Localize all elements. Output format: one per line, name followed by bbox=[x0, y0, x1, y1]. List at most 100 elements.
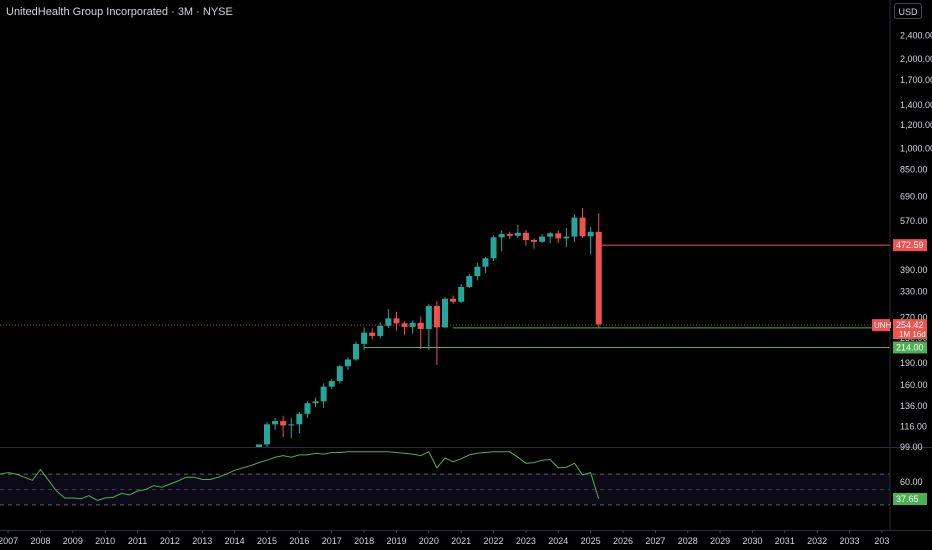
oscillator-tick-label: 60.00 bbox=[900, 477, 923, 487]
candle-body bbox=[547, 233, 554, 237]
candle-body bbox=[328, 381, 335, 387]
time-tick-label: 2029 bbox=[710, 536, 730, 546]
candle-body bbox=[442, 298, 448, 328]
oscillator-line bbox=[0, 451, 600, 501]
candle bbox=[563, 227, 570, 248]
candle-body bbox=[458, 286, 465, 302]
candle-body bbox=[264, 424, 270, 445]
time-tick-label: 2009 bbox=[63, 536, 83, 546]
candle-body bbox=[474, 266, 481, 277]
candle-body bbox=[312, 401, 319, 404]
time-tick-label: 2015 bbox=[257, 536, 277, 546]
candle-body bbox=[385, 318, 392, 326]
time-tick-label: 2017 bbox=[322, 536, 342, 546]
time-tick-label: 2013 bbox=[192, 536, 212, 546]
time-tick-label: 2020 bbox=[419, 536, 439, 546]
candle-body bbox=[401, 323, 408, 327]
candle bbox=[458, 283, 465, 303]
time-tick-label: 2012 bbox=[160, 536, 180, 546]
candle-body bbox=[425, 306, 432, 329]
candle-body bbox=[563, 236, 570, 239]
candle bbox=[401, 321, 408, 336]
time-tick-label: 2010 bbox=[95, 536, 115, 546]
candle-body bbox=[320, 386, 327, 402]
candle-body bbox=[482, 258, 489, 267]
symbol-tag-bg bbox=[872, 319, 890, 332]
price-tick-label: 160.00 bbox=[900, 380, 928, 390]
oscillator-value-badge: 37.65 bbox=[893, 493, 927, 506]
candle-body bbox=[506, 234, 513, 236]
price-tick-label: 690.00 bbox=[900, 191, 928, 201]
price-tick-label: 570.00 bbox=[900, 216, 928, 226]
time-tick-label: 2022 bbox=[484, 536, 504, 546]
candle-body bbox=[417, 322, 424, 329]
level-label-bg bbox=[893, 239, 927, 252]
time-tick-label: 203 bbox=[874, 536, 889, 546]
candle-body bbox=[514, 232, 521, 236]
price-pane bbox=[255, 208, 602, 447]
candle-body bbox=[490, 237, 497, 259]
price-tick-label: 1,700.00 bbox=[900, 75, 932, 85]
level-label: 214.00 bbox=[893, 341, 927, 354]
candle bbox=[304, 401, 311, 418]
candle bbox=[288, 417, 295, 439]
candle bbox=[482, 257, 489, 273]
candle bbox=[296, 411, 303, 434]
candle-body bbox=[531, 239, 537, 242]
price-tick-label: 190.00 bbox=[900, 358, 928, 368]
candle bbox=[498, 230, 505, 252]
price-tick-label: 330.00 bbox=[900, 287, 928, 297]
time-tick-label: 2027 bbox=[645, 536, 665, 546]
candle-body bbox=[409, 322, 416, 327]
price-tick-label: 850.00 bbox=[900, 164, 928, 174]
candle-body bbox=[280, 421, 287, 426]
candle bbox=[328, 378, 335, 390]
currency-button[interactable]: USD bbox=[894, 3, 922, 19]
time-tick-label: 2025 bbox=[581, 536, 601, 546]
time-tick-label: 2030 bbox=[742, 536, 762, 546]
oscillator-value-bg bbox=[893, 493, 927, 506]
candle-body bbox=[450, 298, 457, 302]
time-tick-label: 2026 bbox=[613, 536, 633, 546]
time-tick-label: 2024 bbox=[548, 536, 568, 546]
candle-body bbox=[304, 403, 311, 414]
candle-body bbox=[369, 332, 376, 336]
candle-body bbox=[579, 217, 586, 237]
price-tick-label: 1,000.00 bbox=[900, 143, 932, 153]
time-tick-label: 2011 bbox=[128, 536, 147, 546]
price-tick-label: 116.00 bbox=[900, 422, 927, 432]
candle bbox=[385, 309, 392, 328]
level-label: 472.59 bbox=[893, 239, 927, 252]
chart-title: UnitedHealth Group Incorporated · 3M · N… bbox=[6, 6, 233, 18]
candle bbox=[539, 234, 546, 243]
candle-body bbox=[353, 343, 359, 360]
last-price-label-bg bbox=[893, 319, 927, 340]
candle bbox=[571, 214, 578, 242]
candle bbox=[595, 213, 602, 329]
candle bbox=[417, 316, 424, 349]
candle bbox=[336, 364, 343, 384]
candle-body bbox=[296, 413, 303, 425]
candle-body bbox=[433, 306, 440, 328]
price-tick-label: 136.00 bbox=[900, 401, 928, 411]
candle-body bbox=[288, 424, 295, 426]
candle bbox=[514, 224, 521, 238]
price-axis: 2,400.00 2,000.00 1,700.00 1,400.00 1,200.00… bbox=[872, 0, 932, 530]
candle-body bbox=[344, 359, 351, 367]
candle bbox=[450, 295, 457, 304]
price-tick-label: 99.00 bbox=[900, 442, 923, 452]
time-tick-label: 2031 bbox=[775, 536, 795, 546]
candle-body bbox=[555, 233, 562, 239]
candle bbox=[264, 422, 270, 447]
bar-countdown: 1M 16d bbox=[899, 330, 926, 339]
candle-body bbox=[498, 234, 505, 238]
level-label-text: 472.59 bbox=[896, 240, 924, 250]
candle bbox=[353, 341, 359, 361]
candle bbox=[433, 301, 440, 365]
symbol-tag: UNH bbox=[874, 321, 892, 330]
candle bbox=[555, 230, 562, 244]
candle bbox=[587, 226, 594, 255]
time-axis: 2007 2008 2009 2010 2011 2012 2013 2014 2015 2016… bbox=[0, 530, 932, 546]
candle-body bbox=[466, 276, 473, 287]
